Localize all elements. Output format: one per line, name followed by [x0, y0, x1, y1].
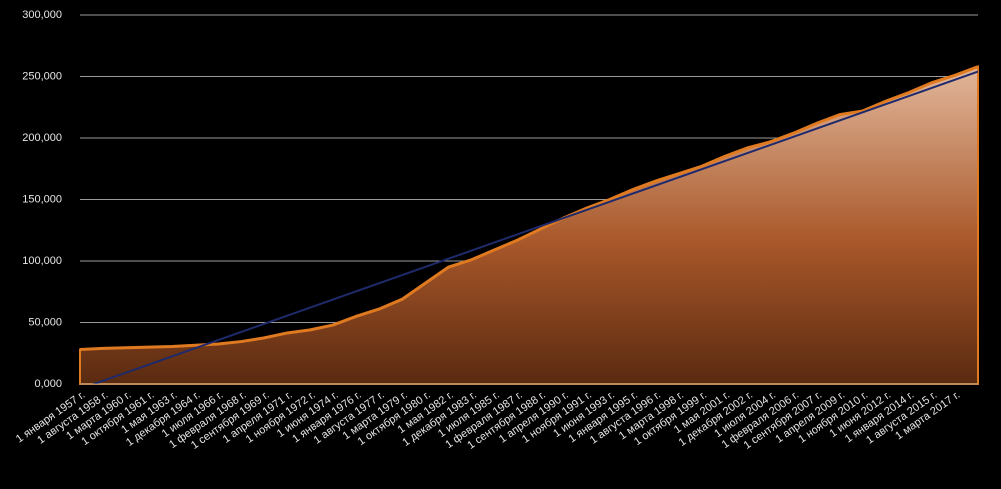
trend-group	[90, 70, 978, 384]
y-tick-label: 100,000	[22, 255, 62, 267]
y-tick-label: 50,000	[28, 316, 62, 328]
area-line	[79, 65, 979, 352]
y-tick-label: 0,000	[34, 378, 62, 390]
y-tick-label: 300,000	[22, 9, 62, 21]
y-tick-label: 250,000	[22, 70, 62, 82]
trend-line	[90, 70, 978, 384]
y-tick-label: 200,000	[22, 132, 62, 144]
y-tick-label: 150,000	[22, 193, 62, 205]
